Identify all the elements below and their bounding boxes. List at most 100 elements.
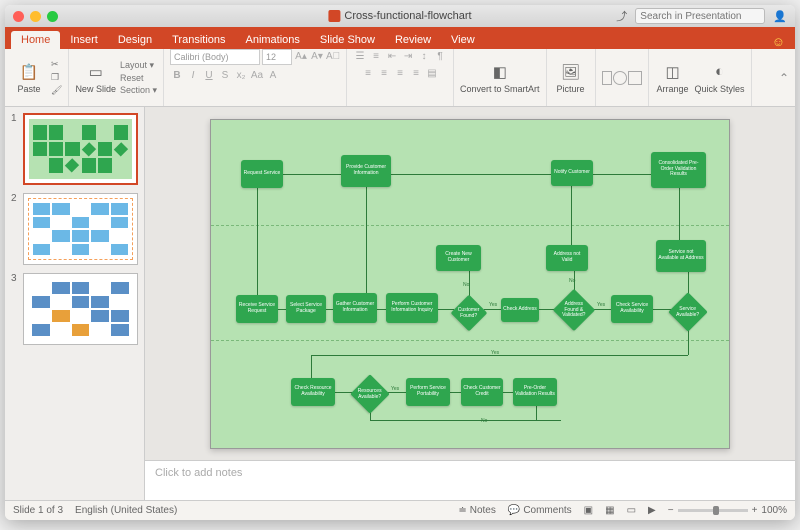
highlight-icon[interactable]: Aa: [250, 68, 264, 82]
smartart-button[interactable]: ◧Convert to SmartArt: [460, 54, 540, 102]
search-input[interactable]: [635, 8, 765, 24]
flownode-n13[interactable]: Check Address: [501, 298, 539, 322]
picture-button[interactable]: 🖼Picture: [553, 54, 589, 102]
arrange-button[interactable]: ◫Arrange: [655, 54, 691, 102]
zoom-icon[interactable]: [47, 11, 58, 22]
language-button[interactable]: English (United States): [75, 505, 177, 516]
flownode-n4[interactable]: Consolidated Pre-Order Validation Result…: [651, 152, 706, 188]
zoom-slider[interactable]: [678, 509, 748, 512]
quick-styles-button[interactable]: ◐Quick Styles: [695, 54, 745, 102]
thumbnail-3[interactable]: 3: [11, 273, 138, 345]
font-select[interactable]: [170, 49, 260, 65]
font-size-select[interactable]: [262, 49, 292, 65]
tab-design[interactable]: Design: [108, 31, 162, 49]
edge-label: No: [569, 278, 575, 284]
flownode-n6[interactable]: Address not Valid: [546, 245, 588, 271]
zoom-out-button[interactable]: −: [668, 505, 674, 516]
reading-view-icon[interactable]: ▭: [627, 505, 636, 516]
flownode-n15[interactable]: Check Service Availability: [611, 295, 653, 323]
sorter-view-icon[interactable]: ▦: [605, 505, 614, 516]
align-left-icon[interactable]: ≡: [361, 66, 375, 80]
justify-icon[interactable]: ≡: [409, 66, 423, 80]
indent-left-icon[interactable]: ⇤: [385, 49, 399, 63]
flownode-n20[interactable]: Check Customer Credit: [461, 378, 503, 406]
clear-format-icon[interactable]: A⃠: [326, 49, 340, 63]
align-right-icon[interactable]: ≡: [393, 66, 407, 80]
edge-label: No: [463, 282, 469, 288]
thumbnail-1[interactable]: 1: [11, 113, 138, 185]
zoom-in-button[interactable]: +: [752, 505, 758, 516]
format-painter-icon[interactable]: 🖌: [51, 85, 62, 96]
flownode-n14[interactable]: Address Found & Validated?: [553, 288, 595, 330]
strike-icon[interactable]: S: [218, 68, 232, 82]
normal-view-icon[interactable]: ▣: [584, 505, 593, 516]
zoom-level[interactable]: 100%: [761, 505, 787, 516]
decrease-font-icon[interactable]: A▾: [310, 49, 324, 63]
share-icon[interactable]: ⤴: [616, 8, 627, 24]
flownode-n5[interactable]: Create New Customer: [436, 245, 481, 271]
flownode-n16[interactable]: Service Available?: [668, 292, 708, 332]
edge-label: Yes: [489, 302, 497, 308]
text-direction-icon[interactable]: ¶: [433, 49, 447, 63]
flownode-n12[interactable]: Customer Found?: [451, 294, 488, 331]
shape-rect-icon[interactable]: [602, 71, 612, 85]
new-slide-button[interactable]: ▭New Slide: [75, 54, 116, 102]
numbering-icon[interactable]: ≡: [369, 49, 383, 63]
italic-icon[interactable]: I: [186, 68, 200, 82]
tab-insert[interactable]: Insert: [60, 31, 108, 49]
thumbnail-2[interactable]: 2: [11, 193, 138, 265]
flownode-n3[interactable]: Notify Customer: [551, 160, 593, 186]
increase-font-icon[interactable]: A▴: [294, 49, 308, 63]
paste-button[interactable]: 📋Paste: [11, 54, 47, 102]
flownode-n1[interactable]: Request Service: [241, 160, 283, 188]
align-center-icon[interactable]: ≡: [377, 66, 391, 80]
flownode-n21[interactable]: Pre-Order Validation Results: [513, 378, 557, 406]
font-color-icon[interactable]: A: [266, 68, 280, 82]
shape-circle-icon[interactable]: [613, 71, 627, 85]
line-spacing-icon[interactable]: ↕: [417, 49, 431, 63]
flownode-n11[interactable]: Perform Customer Information Inquiry: [386, 293, 438, 323]
tab-review[interactable]: Review: [385, 31, 441, 49]
subscript-icon[interactable]: x₂: [234, 68, 248, 82]
tab-transitions[interactable]: Transitions: [162, 31, 235, 49]
flownode-n19[interactable]: Perform Service Portability: [406, 378, 450, 406]
shape-square-icon[interactable]: [628, 71, 642, 85]
collapse-ribbon-icon[interactable]: ⌃: [779, 71, 789, 85]
flownode-n17[interactable]: Check Resource Availability: [291, 378, 335, 406]
flownode-n10[interactable]: Gather Customer Information: [333, 293, 377, 323]
flownode-n2[interactable]: Provide Customer Information: [341, 155, 391, 187]
flownode-n8[interactable]: Receive Service Request: [236, 295, 278, 323]
flownode-n7[interactable]: Service not Available at Address: [656, 240, 706, 272]
tab-animations[interactable]: Animations: [236, 31, 310, 49]
flownode-n9[interactable]: Select Service Package: [286, 295, 326, 323]
reset-button[interactable]: Reset: [120, 73, 157, 83]
tab-home[interactable]: Home: [11, 31, 60, 49]
user-icon[interactable]: 👤: [773, 10, 787, 23]
edge-label: Yes: [391, 386, 399, 392]
tab-view[interactable]: View: [441, 31, 485, 49]
slide-canvas[interactable]: Request Service Provide Customer Informat…: [210, 119, 730, 449]
slideshow-view-icon[interactable]: ▶: [648, 505, 656, 516]
edge-label: No: [481, 418, 487, 424]
section-button[interactable]: Section ▾: [120, 85, 157, 96]
underline-icon[interactable]: U: [202, 68, 216, 82]
slide-counter: Slide 1 of 3: [13, 505, 63, 516]
bullets-icon[interactable]: ☰: [353, 49, 367, 63]
notes-pane[interactable]: Click to add notes: [145, 460, 795, 500]
tab-slideshow[interactable]: Slide Show: [310, 31, 385, 49]
layout-button[interactable]: Layout ▾: [120, 60, 157, 71]
close-icon[interactable]: [13, 11, 24, 22]
ribbon-tabs: Home Insert Design Transitions Animation…: [5, 27, 795, 49]
copy-icon[interactable]: ❐: [51, 72, 62, 83]
comments-toggle[interactable]: 💬 Comments: [508, 505, 572, 516]
titlebar: Cross-functional-flowchart ⤴ 👤: [5, 5, 795, 27]
feedback-icon[interactable]: ☺: [772, 34, 785, 49]
bold-icon[interactable]: B: [170, 68, 184, 82]
minimize-icon[interactable]: [30, 11, 41, 22]
flownode-n18[interactable]: Resources Available?: [350, 374, 390, 414]
edge-label: Yes: [597, 302, 605, 308]
columns-icon[interactable]: ▤: [425, 66, 439, 80]
notes-toggle[interactable]: ≐ Notes: [458, 505, 496, 516]
indent-right-icon[interactable]: ⇥: [401, 49, 415, 63]
cut-icon[interactable]: ✂: [51, 59, 62, 70]
